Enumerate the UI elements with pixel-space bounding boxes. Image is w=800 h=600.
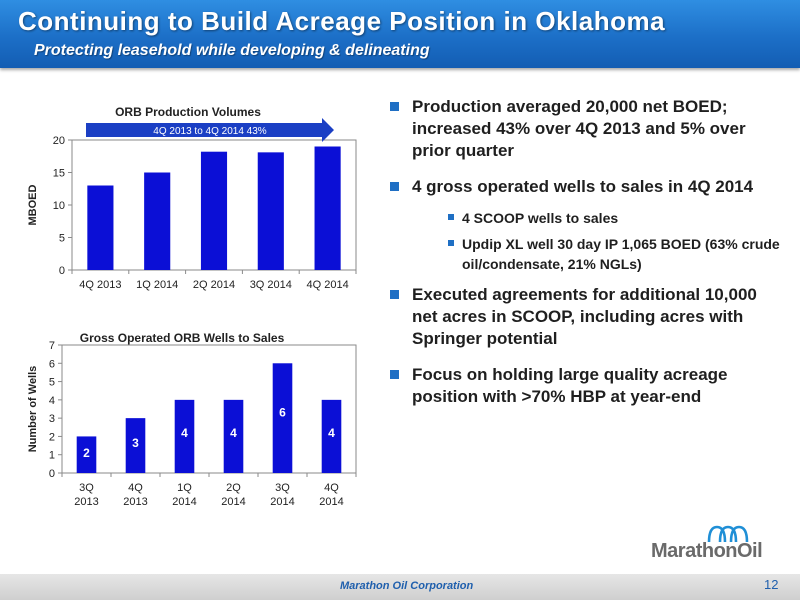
- marathon-oil-logo-icon: [705, 522, 755, 549]
- bar: [144, 172, 171, 270]
- bullet-text: 4 SCOOP wells to sales: [462, 210, 619, 226]
- x-tick-label: 4Q: [128, 482, 143, 494]
- y-tick-label: 0: [49, 468, 55, 480]
- bar: [125, 418, 146, 473]
- y-tick-label: 4: [49, 395, 55, 407]
- x-tick-label: 2014: [221, 496, 245, 508]
- bar: [257, 152, 284, 270]
- y-tick-label: 3: [49, 413, 55, 425]
- bullet-square-icon: [448, 214, 454, 220]
- bar: [321, 399, 342, 473]
- bullet-text: Focus on holding large quality acreage p…: [412, 365, 728, 406]
- x-tick-label: 1Q: [177, 482, 192, 494]
- wells-chart: Gross Operated ORB Wells to Sales Number …: [0, 326, 372, 526]
- x-tick-label: 4Q: [324, 482, 339, 494]
- data-label: 2: [83, 446, 90, 460]
- logo-text: MarathonOil: [651, 540, 763, 562]
- bar: [314, 146, 341, 270]
- bullet-square-icon: [390, 290, 399, 299]
- x-tick-label: 2014: [172, 496, 196, 508]
- production-chart: ORB Production Volumes MBOED 0 5 10 15 20 4Q 20…: [0, 96, 372, 306]
- x-tick-label: 2Q 2014: [193, 279, 235, 291]
- data-label: 3: [132, 436, 139, 450]
- bar: [87, 185, 114, 270]
- bullet-text: Updip XL well 30 day IP 1,065 BOED (63% …: [462, 236, 780, 272]
- x-tick-label: 3Q 2014: [250, 279, 292, 291]
- chart-title: ORB Production Volumes: [115, 105, 261, 119]
- x-tick-label: 3Q: [275, 482, 290, 494]
- growth-arrow-label: 4Q 2013 to 4Q 2014 43%: [153, 126, 267, 137]
- x-tick-label: 3Q: [79, 482, 94, 494]
- data-label: 6: [279, 406, 286, 420]
- bullet-square-icon: [448, 240, 454, 246]
- wells-chart-svg: Gross Operated ORB Wells to Sales Number …: [27, 331, 357, 508]
- y-tick-label: 0: [59, 265, 65, 277]
- x-tick-label: 4Q 2013: [79, 279, 121, 291]
- sub-bullet-item: Updip XL well 30 day IP 1,065 BOED (63% …: [384, 234, 784, 274]
- sub-bullet-item: 4 SCOOP wells to sales: [384, 208, 784, 228]
- footer-bar: [0, 574, 800, 600]
- bullet-square-icon: [390, 370, 399, 379]
- y-tick-label: 5: [59, 233, 65, 245]
- x-tick-label: 4Q 2014: [306, 279, 348, 291]
- data-label: 4: [230, 426, 237, 440]
- bullet-item: Production averaged 20,000 net BOED; inc…: [384, 96, 784, 162]
- bullet-item: 4 gross operated wells to sales in 4Q 20…: [384, 176, 784, 198]
- y-tick-label: 5: [49, 377, 55, 389]
- data-label: 4: [328, 426, 335, 440]
- chart-title: Gross Operated ORB Wells to Sales: [80, 331, 285, 345]
- plot-area: [61, 344, 357, 474]
- footer-company: Marathon Oil Corporation: [340, 580, 474, 592]
- y-tick-label: 7: [49, 340, 55, 352]
- header-banner: Continuing to Build Acreage Position in …: [0, 0, 800, 68]
- x-tick-label: 2013: [74, 496, 98, 508]
- x-tick-label: 2014: [270, 496, 294, 508]
- y-tick-label: 2: [49, 431, 55, 443]
- y-tick-label: 1: [49, 450, 55, 462]
- page-title: Continuing to Build Acreage Position in …: [18, 6, 666, 36]
- bar: [272, 363, 293, 473]
- y-tick-label: 10: [53, 200, 65, 212]
- production-chart-svg: ORB Production Volumes MBOED 0 5 10 15 20 4Q 20…: [27, 105, 357, 291]
- y-tick-label: 15: [53, 168, 65, 180]
- bullet-square-icon: [390, 182, 399, 191]
- bullet-item: Executed agreements for additional 10,00…: [384, 284, 784, 350]
- bar: [174, 399, 195, 473]
- data-label: 4: [181, 426, 188, 440]
- bar: [76, 436, 97, 473]
- x-tick-label: 2014: [319, 496, 343, 508]
- bar: [200, 151, 228, 270]
- y-tick-label: 20: [53, 135, 65, 147]
- bullet-text: 4 gross operated wells to sales in 4Q 20…: [412, 177, 754, 196]
- page-subtitle: Protecting leasehold while developing & …: [34, 42, 430, 59]
- bullet-text: Executed agreements for additional 10,00…: [412, 285, 757, 348]
- y-axis-label: MBOED: [27, 184, 39, 225]
- y-axis-label: Number of Wells: [27, 366, 39, 453]
- growth-arrow-icon: [86, 118, 334, 142]
- page-number: 12: [764, 577, 779, 592]
- x-tick-label: 2013: [123, 496, 147, 508]
- x-tick-label: 1Q 2014: [136, 279, 178, 291]
- y-tick-label: 6: [49, 358, 55, 370]
- bullet-text: Production averaged 20,000 net BOED; inc…: [412, 97, 746, 160]
- x-tick-label: 2Q: [226, 482, 241, 494]
- bullet-square-icon: [390, 102, 399, 111]
- bullet-list: Production averaged 20,000 net BOED; inc…: [384, 96, 784, 422]
- bar: [223, 399, 244, 473]
- bullet-item: Focus on holding large quality acreage p…: [384, 364, 784, 408]
